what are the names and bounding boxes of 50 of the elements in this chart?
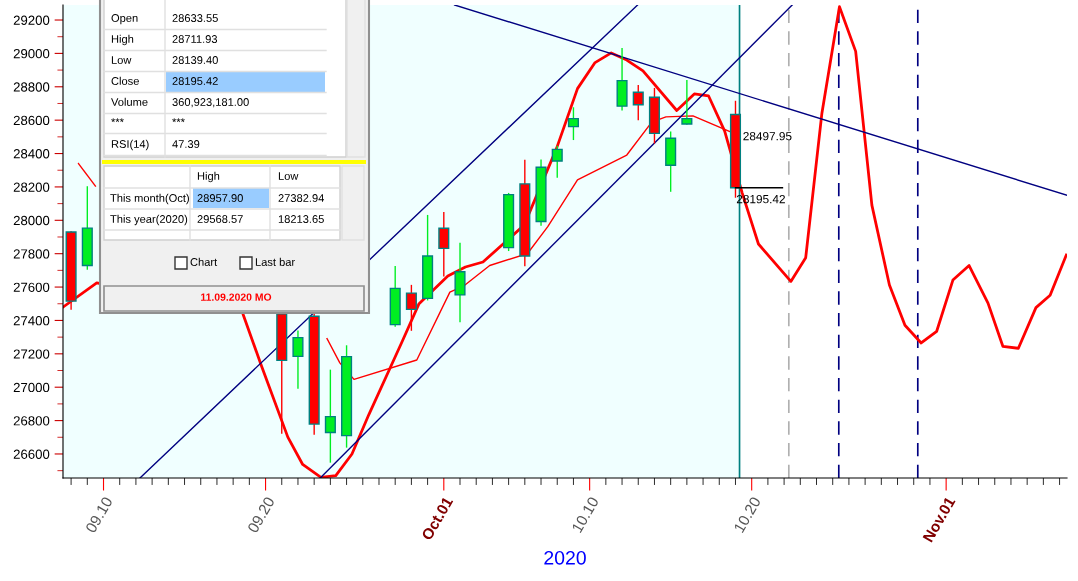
y-tick-label: 27400 [13,316,50,326]
annotation: Low [278,172,299,180]
y-tick-label: 28600 [13,115,50,126]
candlestick [405,284,417,331]
y-tick-label: 29200 [13,15,50,25]
y-tick-label: 28400 [13,149,50,159]
annotation: 28633.55 [172,14,218,22]
annotation: 11.09.2020 MO [201,293,272,301]
candlestick [438,211,450,277]
annotation: RSI(14) [111,139,149,151]
y-tick-label: 28200 [13,182,50,192]
candlestick [632,84,644,121]
annotation: 28497.95 [743,132,792,141]
candlestick [567,107,579,141]
annotation: 18213.65 [278,215,324,223]
annotation: 27382.94 [278,194,325,202]
annotation: Open [111,14,138,25]
y-tick-label: 27600 [13,282,50,292]
x-axis-title: 2020 [544,550,586,565]
annotation: 47.39 [172,140,200,148]
annotation: 28195.42 [172,77,218,85]
annotation: 28711.93 [172,35,218,43]
y-tick-label: 27000 [13,382,50,393]
annotation: Volume [111,97,148,106]
y-tick-label: 27200 [13,349,50,359]
annotation: This year(2020) [110,214,188,226]
candlestick [551,145,563,178]
candlestick [681,79,693,125]
y-tick-label: 29000 [13,48,50,59]
candlestick [292,330,304,389]
annotation: 28957.90 [197,194,243,202]
y-tick-label: 26600 [13,449,50,459]
annotation: Chart [190,257,218,266]
y-tick-label: 28800 [13,82,50,92]
annotation: This month(Oct) [110,193,189,205]
annotation: High [197,171,220,183]
annotation: Last bar [255,257,295,266]
annotation: 28139.40 [172,56,218,64]
annotation: Low [111,56,132,64]
annotation: Close [111,76,139,85]
y-tick-label: 26800 [13,416,50,426]
y-tick-label: 27800 [13,249,50,259]
annotation: High [111,34,134,46]
annotation: *** [111,118,124,123]
candlestick [324,369,336,463]
y-tick-label: 28000 [13,215,50,226]
annotation: 29568.57 [197,215,243,223]
annotation: *** [172,118,185,123]
candlestick [454,242,466,323]
annotation: 360,923,181.00 [172,98,249,108]
